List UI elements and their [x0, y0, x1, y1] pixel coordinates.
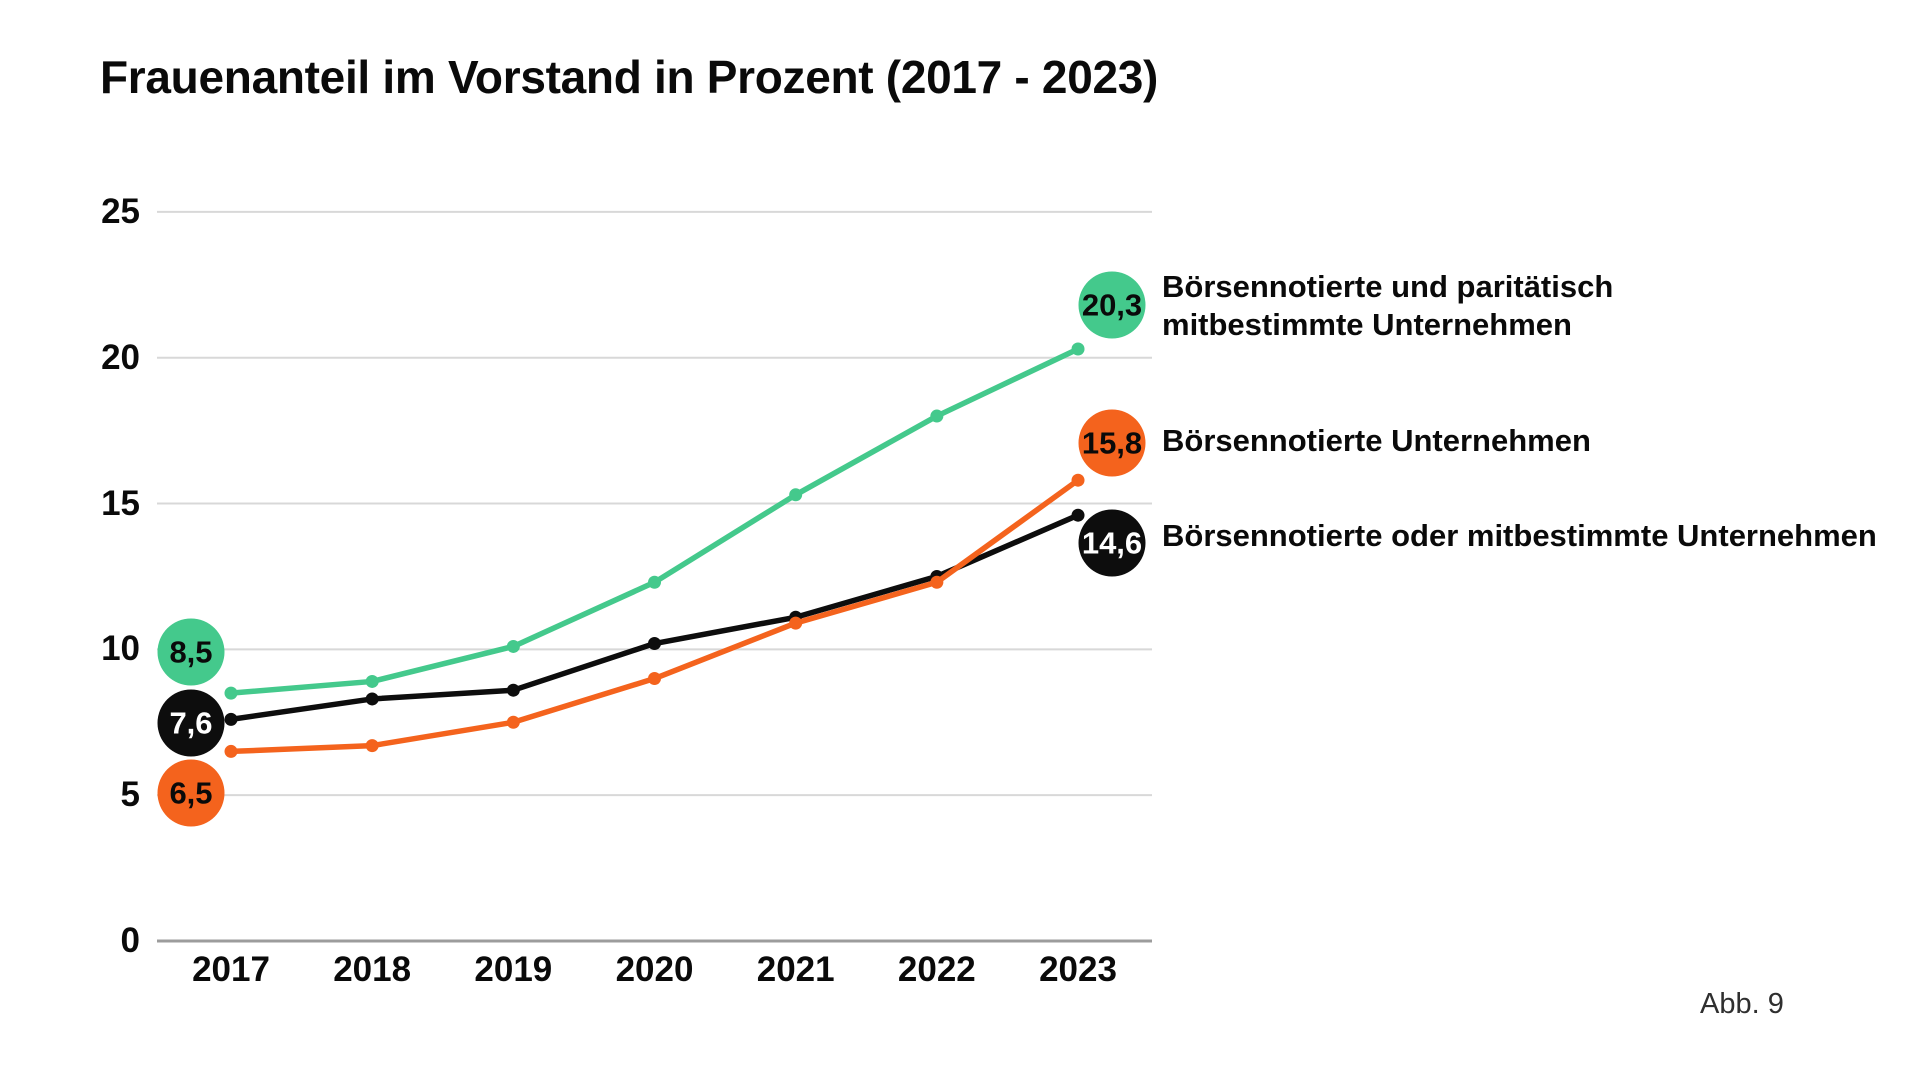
start-value-badge-paritaetisch-mitbestimmt: 8,5	[157, 618, 225, 686]
legend-entry-boersennotiert: Börsennotierte Unternehmen	[1162, 422, 1591, 460]
data-point-paritaetisch-mitbestimmt-2022	[930, 409, 944, 423]
data-point-boersennotiert-2022	[930, 575, 944, 589]
x-axis-tick-2021: 2021	[756, 950, 835, 989]
chart-title: Frauenanteil im Vorstand in Prozent (201…	[100, 51, 1159, 103]
x-axis-tick-2018: 2018	[333, 950, 412, 989]
start-value-badge-boersennotiert-oder-mitbestimmt: 7,6	[157, 689, 225, 757]
x-axis-tick-2023: 2023	[1039, 950, 1117, 989]
data-point-boersennotiert-oder-mitbestimmt-2019	[506, 683, 520, 697]
data-point-paritaetisch-mitbestimmt-2023	[1071, 342, 1085, 356]
data-point-paritaetisch-mitbestimmt-2019	[506, 639, 520, 653]
x-axis-tick-2022: 2022	[897, 950, 976, 989]
data-point-boersennotiert-2018	[365, 739, 379, 753]
y-axis-tick-0: 0	[120, 921, 140, 960]
data-point-boersennotiert-2023	[1071, 473, 1085, 487]
y-axis-tick-10: 10	[101, 629, 140, 669]
data-point-paritaetisch-mitbestimmt-2021	[789, 488, 803, 502]
start-value-badge-boersennotiert: 6,5	[157, 759, 225, 827]
series-line-boersennotiert	[228, 477, 1081, 755]
x-axis-tick-2019: 2019	[474, 950, 553, 989]
end-value-badge-boersennotiert: 15,8	[1078, 409, 1146, 477]
data-point-boersennotiert-oder-mitbestimmt-2020	[648, 637, 662, 651]
data-point-boersennotiert-oder-mitbestimmt-2018	[365, 692, 379, 706]
x-axis-tick-2017: 2017	[192, 950, 270, 989]
y-axis-tick-5: 5	[120, 775, 140, 815]
figure-number-label: Abb. 9	[1700, 988, 1784, 1020]
legend-label-line: Börsennotierte oder mitbestimmte Unterne…	[1162, 518, 1877, 553]
data-point-boersennotiert-2017	[224, 744, 238, 758]
data-point-paritaetisch-mitbestimmt-2017	[224, 686, 238, 700]
y-axis-tick-20: 20	[101, 337, 140, 377]
data-point-boersennotiert-2021	[789, 616, 803, 630]
data-point-paritaetisch-mitbestimmt-2020	[648, 575, 662, 589]
data-point-paritaetisch-mitbestimmt-2018	[365, 674, 379, 688]
data-point-boersennotiert-oder-mitbestimmt-2023	[1071, 508, 1085, 522]
data-point-boersennotiert-2019	[506, 715, 520, 729]
legend-label-line: mitbestimmte Unternehmen	[1162, 307, 1572, 342]
end-value-badge-paritaetisch-mitbestimmt: 20,3	[1078, 271, 1146, 339]
end-value-badge-boersennotiert-oder-mitbestimmt: 14,6	[1078, 509, 1146, 577]
legend-label-line: Börsennotierte und paritätisch	[1162, 269, 1614, 304]
data-point-boersennotiert-oder-mitbestimmt-2017	[224, 712, 238, 726]
data-point-boersennotiert-2020	[648, 672, 662, 686]
x-axis-tick-2020: 2020	[615, 950, 694, 989]
legend-entry-boersennotiert-oder-mitbestimmt: Börsennotierte oder mitbestimmte Unterne…	[1162, 517, 1877, 555]
legend-label-line: Börsennotierte Unternehmen	[1162, 423, 1591, 458]
series-line-boersennotiert-oder-mitbestimmt	[228, 512, 1081, 723]
y-axis-tick-15: 15	[101, 483, 140, 523]
y-axis-tick-25: 25	[101, 191, 140, 231]
legend-entry-paritaetisch-mitbestimmt: Börsennotierte und paritätisch mitbestimm…	[1162, 268, 1613, 344]
